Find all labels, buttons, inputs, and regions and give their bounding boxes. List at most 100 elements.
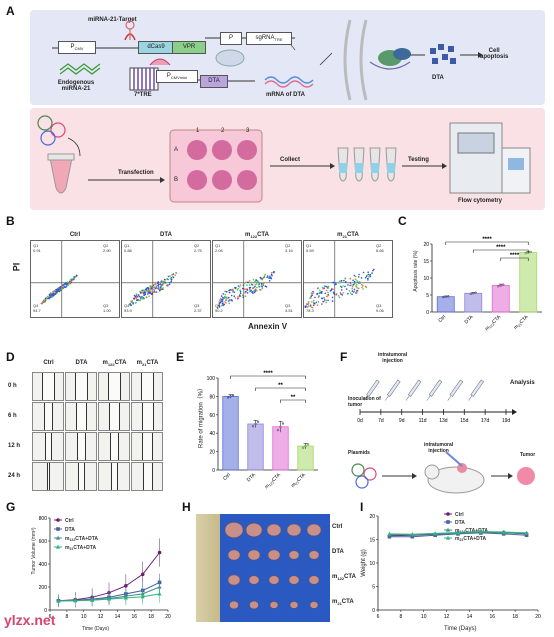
scratch-gap <box>108 373 120 400</box>
pcmvmini-label: P <box>166 73 171 79</box>
syringe-icon <box>426 379 443 401</box>
x-tick-label: 14 <box>115 614 121 620</box>
quadrant-name: Q4 <box>124 303 130 308</box>
flow-event <box>341 294 344 296</box>
scratch-row-label: 12 h <box>8 443 21 449</box>
flow-event <box>331 300 334 302</box>
flow-event <box>227 300 230 302</box>
y-tick-label: 0 <box>212 468 215 474</box>
flow-event <box>340 293 342 295</box>
data-point <box>254 422 257 426</box>
scratch-edge-right <box>118 433 119 460</box>
significance-bracket <box>280 399 306 403</box>
tumor-label-suffix: CTA <box>344 574 356 580</box>
flow-event <box>332 288 334 290</box>
flow-event <box>222 303 224 305</box>
dta-protein-label: DTA <box>432 75 444 81</box>
scratch-image <box>65 372 97 401</box>
flow-event <box>48 296 50 299</box>
flow-event <box>143 294 145 297</box>
flow-plot: m21CTA Q1 5.59 Q2 6.66 Q4 78.3 Q3 9.06 <box>303 232 393 318</box>
flow-event <box>239 284 242 286</box>
flow-event <box>307 302 310 305</box>
flow-event <box>230 294 233 297</box>
significance-bracket <box>445 241 529 245</box>
scratch-edge-right <box>119 403 120 430</box>
flow-event <box>69 282 71 284</box>
flow-quadrant-label: Q4 94.7 <box>33 303 41 313</box>
flow-event <box>157 281 159 283</box>
flow-event <box>331 296 334 299</box>
legend-marker <box>446 512 450 516</box>
flow-event <box>337 295 340 297</box>
flow-event <box>327 291 329 294</box>
scratch-edge-left <box>43 403 45 430</box>
flow-event <box>59 288 61 290</box>
scratch-gap <box>42 373 54 400</box>
scratch-gap <box>109 403 119 430</box>
scratch-image <box>131 432 163 461</box>
flow-event <box>136 296 138 299</box>
flow-event <box>320 291 323 293</box>
flow-event <box>356 289 359 292</box>
flow-event <box>357 276 360 278</box>
flow-event <box>146 290 148 293</box>
significance-bracket <box>255 387 306 391</box>
tumor-specimen <box>249 600 259 610</box>
data-point <box>306 443 310 446</box>
flow-event <box>356 279 358 282</box>
significance-bracket <box>230 375 306 379</box>
scratch-image <box>131 462 163 491</box>
flow-event <box>237 287 240 290</box>
flow-event <box>222 296 224 299</box>
flow-quadrant-label: Q1 0.88 <box>124 243 132 253</box>
data-point <box>281 422 285 425</box>
flow-event <box>69 280 71 283</box>
legend-marker <box>56 527 60 531</box>
x-tick-label: 20 <box>165 614 171 620</box>
legend-label: m122CTA+DTA <box>65 536 98 542</box>
series-point <box>140 572 145 577</box>
x-tick-label: Ctrl <box>222 472 232 482</box>
flow-event <box>225 291 228 293</box>
flow-event <box>157 284 160 286</box>
chart-i-xlabel: Time (Days) <box>444 626 477 632</box>
flow-event <box>244 292 246 294</box>
ruler-image <box>196 514 220 622</box>
pcmvmini-sub: CMVmini <box>170 75 188 81</box>
x-tick-label: Ctrl <box>437 314 447 324</box>
series-point <box>387 531 392 536</box>
legend-marker <box>56 535 60 540</box>
series-point <box>124 584 128 588</box>
flow-event <box>144 293 146 296</box>
data-point <box>469 292 472 296</box>
scratch-image <box>32 372 64 401</box>
flow-event <box>345 288 348 290</box>
quadrant-value: 3.16 <box>285 248 293 253</box>
scratch-gap <box>45 433 51 460</box>
series-point <box>410 534 415 539</box>
bar <box>272 426 289 471</box>
col-label-text: Ctrl <box>43 360 54 366</box>
flow-event <box>239 286 241 288</box>
flow-event <box>52 292 54 295</box>
timeline-day-label: 13d <box>439 418 448 424</box>
scratch-edge-left <box>45 433 47 460</box>
transfection-label: Transfection <box>118 170 154 176</box>
flow-event <box>334 283 336 286</box>
scratch-col-label: m122CTA <box>98 360 131 367</box>
flow-event <box>142 292 145 295</box>
flow-event <box>258 286 260 288</box>
flow-event <box>352 279 354 282</box>
bar <box>247 423 264 471</box>
y-tick-label: 15 <box>369 538 375 544</box>
flow-event <box>351 293 353 296</box>
f-intratumoral2-text: intratumoral <box>424 442 454 448</box>
x-tick-label: m122CTA <box>264 472 283 491</box>
flow-event <box>52 295 55 297</box>
x-tick-label: m122CTA <box>484 314 503 333</box>
flow-plot-title-text: m <box>245 232 251 238</box>
pcmv-promoter-box: PCMV <box>58 41 96 54</box>
legend-label: Ctrl <box>65 518 74 524</box>
scratch-gap <box>142 433 152 460</box>
